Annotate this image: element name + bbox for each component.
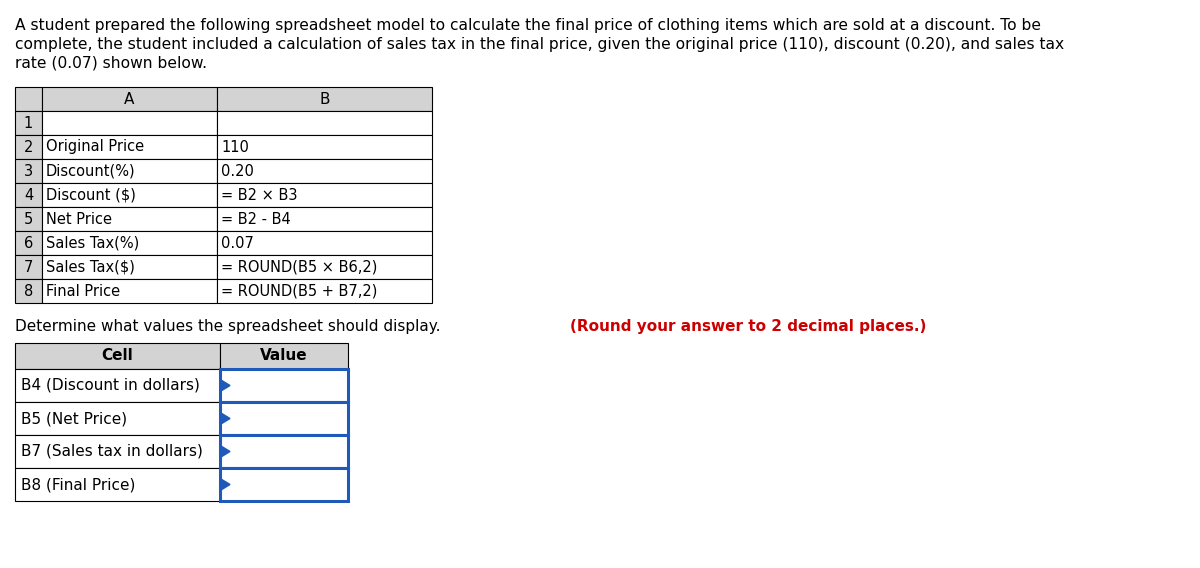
Text: B: B [319,91,330,107]
Bar [42,135,217,159]
Text: 5: 5 [24,211,34,227]
Bar [217,231,432,255]
Text: Discount ($): Discount ($) [46,187,136,203]
Bar [217,159,432,183]
Bar [14,207,42,231]
Text: rate (0.07) shown below.: rate (0.07) shown below. [14,56,208,71]
Bar [42,279,217,303]
Bar [217,207,432,231]
Text: 1: 1 [24,115,34,131]
Text: A student prepared the following spreadsheet model to calculate the final price : A student prepared the following spreads… [14,18,1042,33]
Bar [14,255,42,279]
Bar [14,231,42,255]
Bar [220,369,348,402]
Text: Discount(%): Discount(%) [46,164,136,178]
Text: Sales Tax($): Sales Tax($) [46,260,134,274]
Text: Cell: Cell [102,349,133,364]
Bar [42,159,217,183]
Text: Original Price: Original Price [46,140,144,154]
Text: A: A [125,91,134,107]
Bar [217,183,432,207]
Bar [14,111,42,135]
Text: B8 (Final Price): B8 (Final Price) [22,477,136,492]
Bar [14,343,220,369]
Text: Final Price: Final Price [46,283,120,299]
Polygon shape [221,479,230,490]
Text: complete, the student included a calculation of sales tax in the final price, gi: complete, the student included a calcula… [14,37,1064,52]
Text: Determine what values the spreadsheet should display.: Determine what values the spreadsheet sh… [14,319,445,335]
Text: 4: 4 [24,187,34,203]
Bar [14,183,42,207]
Bar [217,111,432,135]
Text: (Round your answer to 2 decimal places.): (Round your answer to 2 decimal places.) [570,319,926,335]
Polygon shape [221,380,230,391]
Bar [220,435,348,468]
Text: = B2 - B4: = B2 - B4 [221,211,290,227]
Text: = B2 × B3: = B2 × B3 [221,187,298,203]
Text: 0.20: 0.20 [221,164,254,178]
Bar [42,207,217,231]
Text: Net Price: Net Price [46,211,112,227]
Text: 8: 8 [24,283,34,299]
Bar [217,255,432,279]
Text: Value: Value [260,349,308,364]
Bar [14,369,220,402]
Polygon shape [221,413,230,424]
Text: B5 (Net Price): B5 (Net Price) [22,411,127,426]
Bar [42,111,217,135]
Bar [217,135,432,159]
Text: 0.07: 0.07 [221,236,254,250]
Text: = ROUND(B5 × B6,2): = ROUND(B5 × B6,2) [221,260,377,274]
Bar [14,135,42,159]
Polygon shape [221,446,230,457]
Text: 6: 6 [24,236,34,250]
Bar [14,279,42,303]
Bar [42,183,217,207]
Text: 2: 2 [24,140,34,154]
Bar [42,87,217,111]
Text: 110: 110 [221,140,248,154]
Bar [42,255,217,279]
Text: B7 (Sales tax in dollars): B7 (Sales tax in dollars) [22,444,203,459]
Bar [42,231,217,255]
Bar [14,468,220,501]
Bar [14,159,42,183]
Bar [14,402,220,435]
Bar [220,468,348,501]
Bar [14,435,220,468]
Bar [220,402,348,435]
Text: B4 (Discount in dollars): B4 (Discount in dollars) [22,378,200,393]
Bar [217,279,432,303]
Text: 3: 3 [24,164,34,178]
Text: = ROUND(B5 + B7,2): = ROUND(B5 + B7,2) [221,283,377,299]
Bar [14,87,42,111]
Text: Sales Tax(%): Sales Tax(%) [46,236,139,250]
Text: 7: 7 [24,260,34,274]
Bar [217,87,432,111]
Bar [220,343,348,369]
